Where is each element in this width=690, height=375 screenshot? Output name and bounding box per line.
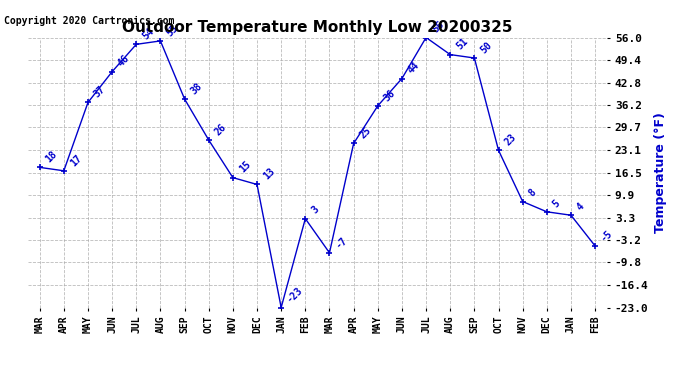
Text: 4: 4 xyxy=(575,201,586,213)
Text: 26: 26 xyxy=(213,122,228,137)
Text: Copyright 2020 Cartronics.com: Copyright 2020 Cartronics.com xyxy=(4,16,175,26)
Text: -23: -23 xyxy=(286,285,305,305)
Text: 55: 55 xyxy=(165,23,180,38)
Text: 38: 38 xyxy=(189,81,204,96)
Text: 36: 36 xyxy=(382,88,397,103)
Y-axis label: Temperature (°F): Temperature (°F) xyxy=(654,112,667,233)
Text: 13: 13 xyxy=(262,166,277,182)
Text: -5: -5 xyxy=(600,228,615,243)
Text: 23: 23 xyxy=(503,132,518,147)
Text: 46: 46 xyxy=(117,54,132,69)
Text: 17: 17 xyxy=(68,153,83,168)
Text: 56: 56 xyxy=(431,20,446,35)
Text: 5: 5 xyxy=(551,198,562,209)
Text: -7: -7 xyxy=(334,235,349,250)
Text: 51: 51 xyxy=(455,36,470,52)
Text: 18: 18 xyxy=(44,149,59,165)
Text: 3: 3 xyxy=(310,205,321,216)
Title: Outdoor Temperature Monthly Low 20200325: Outdoor Temperature Monthly Low 20200325 xyxy=(122,20,513,35)
Text: 8: 8 xyxy=(527,188,538,199)
Text: 50: 50 xyxy=(479,40,494,55)
Text: 44: 44 xyxy=(406,60,422,76)
Text: 54: 54 xyxy=(141,26,156,42)
Text: 25: 25 xyxy=(358,125,373,141)
Text: 37: 37 xyxy=(92,84,108,100)
Text: 15: 15 xyxy=(237,159,253,175)
